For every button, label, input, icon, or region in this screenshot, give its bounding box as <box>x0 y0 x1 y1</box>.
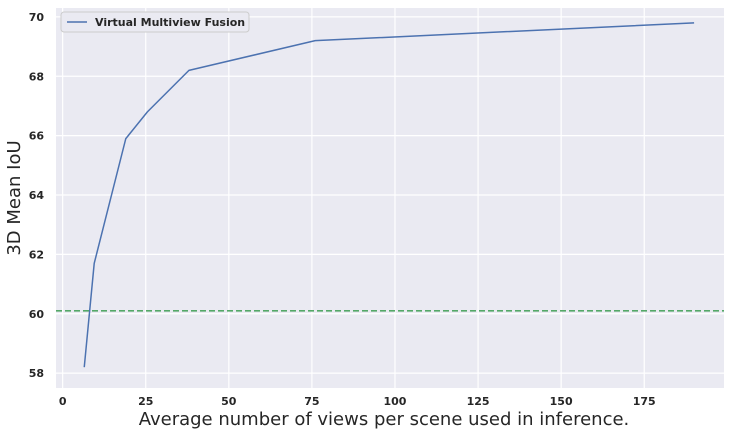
legend-label-virtual-multiview-fusion: Virtual Multiview Fusion <box>95 16 245 29</box>
x-tick-label-125: 125 <box>467 395 490 408</box>
y-axis-label: 3D Mean IoU <box>4 140 25 255</box>
y-tick-label-64: 64 <box>29 189 45 202</box>
plot-area <box>56 8 724 388</box>
grid-lines <box>56 8 724 388</box>
y-tick-label-70: 70 <box>29 11 45 24</box>
x-tick-label-50: 50 <box>221 395 237 408</box>
series-line-0 <box>83 22 695 368</box>
y-tick-labels: 58 60 62 64 66 68 70 <box>29 11 45 380</box>
y-tick-label-58: 58 <box>29 367 44 380</box>
series-lines <box>83 22 695 368</box>
y-tick-label-60: 60 <box>29 308 45 321</box>
x-tick-label-175: 175 <box>633 395 656 408</box>
y-tick-label-62: 62 <box>29 248 44 261</box>
x-tick-label-25: 25 <box>138 395 153 408</box>
x-tick-label-75: 75 <box>304 395 319 408</box>
legend: Virtual Multiview Fusion <box>60 11 250 33</box>
legend-box <box>60 11 250 33</box>
x-axis-label: Average number of views per scene used i… <box>139 409 630 430</box>
x-tick-label-0: 0 <box>59 395 67 408</box>
y-tick-label-68: 68 <box>29 70 44 83</box>
y-tick-label-66: 66 <box>29 130 45 143</box>
x-tick-label-150: 150 <box>550 395 573 408</box>
x-tick-labels: 0 25 50 75 100 125 150 175 <box>59 395 656 408</box>
x-tick-label-100: 100 <box>384 395 407 408</box>
